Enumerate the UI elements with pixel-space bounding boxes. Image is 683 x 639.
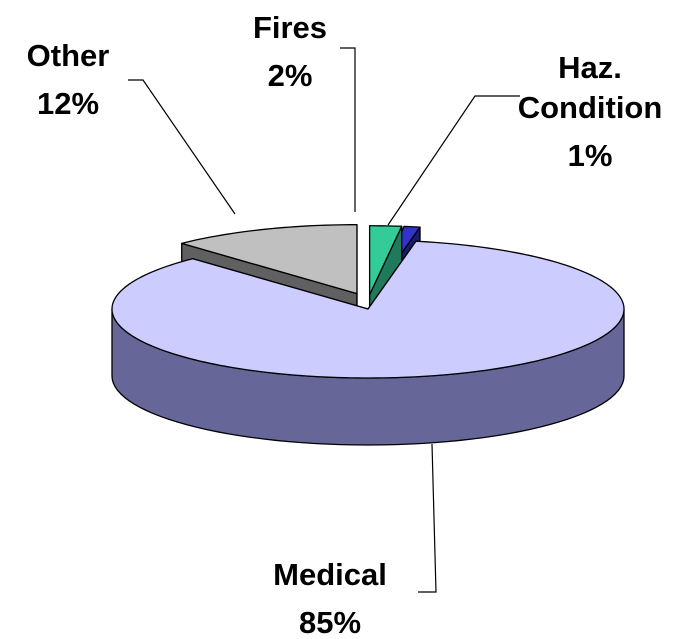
category-label: Haz. Condition: [518, 50, 663, 125]
leader-line: [340, 47, 356, 212]
value-label: 2%: [268, 58, 313, 93]
category-label: Other: [27, 38, 110, 73]
category-label: Fires: [253, 10, 327, 45]
labels: Fires 2% Haz. Condition 1% Medical 85% Other 12%: [27, 10, 663, 639]
leader-line: [418, 443, 437, 593]
category-label: Medical: [273, 557, 387, 592]
leader-line: [387, 95, 520, 226]
slice: [181, 224, 358, 295]
value-label: 85%: [299, 605, 361, 639]
slice: [111, 240, 625, 379]
pie: [111, 224, 625, 446]
value-label: 1%: [568, 138, 613, 173]
slice: [368, 225, 403, 296]
leader-line: [128, 79, 236, 215]
value-label: 12%: [37, 86, 99, 121]
